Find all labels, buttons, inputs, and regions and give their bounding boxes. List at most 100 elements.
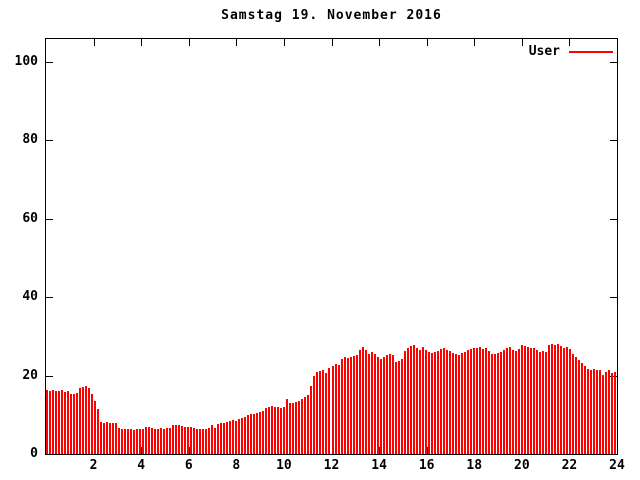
bar-user [403, 351, 406, 454]
bar-user [436, 350, 439, 454]
bar-user [400, 359, 403, 454]
bar-user [202, 428, 205, 454]
legend-line-sample [569, 50, 613, 53]
bar-user [442, 348, 445, 454]
bar-user [469, 349, 472, 454]
y-tick-label: 20 [22, 367, 38, 383]
bar-user [313, 375, 316, 454]
bar-user [412, 345, 415, 454]
bar-user [100, 421, 103, 454]
bar-user [613, 371, 616, 454]
bar-user [319, 370, 322, 454]
bar-user [541, 350, 544, 454]
bar-user [340, 358, 343, 454]
bar-user [409, 346, 412, 454]
y-tick-label: 80 [22, 132, 38, 147]
x-tick-mark [189, 447, 190, 454]
bar-user [181, 425, 184, 454]
bar-user [145, 426, 148, 454]
bar-user [565, 347, 568, 454]
bar-user [85, 386, 88, 454]
bar-user [139, 429, 142, 454]
bar-user [82, 386, 85, 454]
bar-user [274, 406, 277, 454]
bar-user [559, 346, 562, 454]
bar-user [574, 357, 577, 454]
bar-user [73, 394, 76, 454]
bar-user [256, 413, 259, 454]
bar-user [373, 354, 376, 454]
bar-user [70, 393, 73, 454]
bar-user [301, 398, 304, 454]
bar-user [466, 350, 469, 454]
bar-user [388, 353, 391, 454]
x-tick-mark [141, 39, 142, 46]
bar-user [280, 408, 283, 454]
bar-user [586, 369, 589, 454]
bar-user [58, 391, 61, 454]
x-tick-mark [379, 447, 380, 454]
bar-user [562, 348, 565, 454]
bar-user [187, 426, 190, 454]
bar-user [217, 424, 220, 454]
bar-user [550, 343, 553, 454]
bar-user [97, 409, 100, 454]
bar-user [430, 353, 433, 454]
bar-user [307, 394, 310, 454]
y-tick-mark [610, 219, 617, 220]
bar-user [67, 390, 70, 454]
bar-user [103, 422, 106, 454]
plot-area: User [45, 38, 618, 455]
bar-user [136, 429, 139, 454]
bar-user [331, 366, 334, 454]
bar-user [127, 429, 130, 454]
bar-user [220, 423, 223, 454]
x-tick-label: 22 [561, 458, 578, 473]
bar-user [190, 427, 193, 454]
x-tick-mark [332, 39, 333, 46]
x-tick-mark [522, 39, 523, 46]
bar-user [583, 366, 586, 454]
bar-user [232, 420, 235, 454]
bar-user [133, 429, 136, 454]
bar-user [511, 349, 514, 454]
bar-user [424, 350, 427, 454]
bar-user [520, 344, 523, 454]
bar-user [214, 428, 217, 454]
bar-user [448, 351, 451, 454]
bar-user [589, 370, 592, 454]
bar-user [205, 428, 208, 454]
bar-user [523, 345, 526, 454]
y-tick-label: 40 [22, 289, 38, 304]
bar-user [343, 357, 346, 454]
bar-user [595, 370, 598, 454]
bar-user [364, 350, 367, 454]
bar-user [391, 355, 394, 454]
bar-user [577, 360, 580, 454]
y-tick-mark [610, 376, 617, 377]
y-tick-mark [46, 62, 53, 63]
bar-user [571, 353, 574, 454]
bar-user [379, 359, 382, 454]
bar-user [508, 347, 511, 454]
bar-user [484, 348, 487, 454]
x-tick-label: 14 [371, 458, 387, 473]
bar-user [178, 424, 181, 454]
bar-user [415, 348, 418, 454]
bar-user [460, 353, 463, 454]
x-tick-mark [427, 447, 428, 454]
bar-user [376, 357, 379, 454]
y-tick-label: 0 [30, 446, 38, 461]
bar-user [385, 355, 388, 454]
bar-user [286, 399, 289, 454]
bar-user [109, 423, 112, 454]
bar-user [268, 406, 271, 454]
bar-user [229, 421, 232, 454]
bar-user [610, 372, 613, 454]
bar-user [601, 374, 604, 454]
bar-user [184, 426, 187, 454]
x-tick-mark [236, 39, 237, 46]
bar-user [502, 350, 505, 454]
bar-user [124, 428, 127, 454]
